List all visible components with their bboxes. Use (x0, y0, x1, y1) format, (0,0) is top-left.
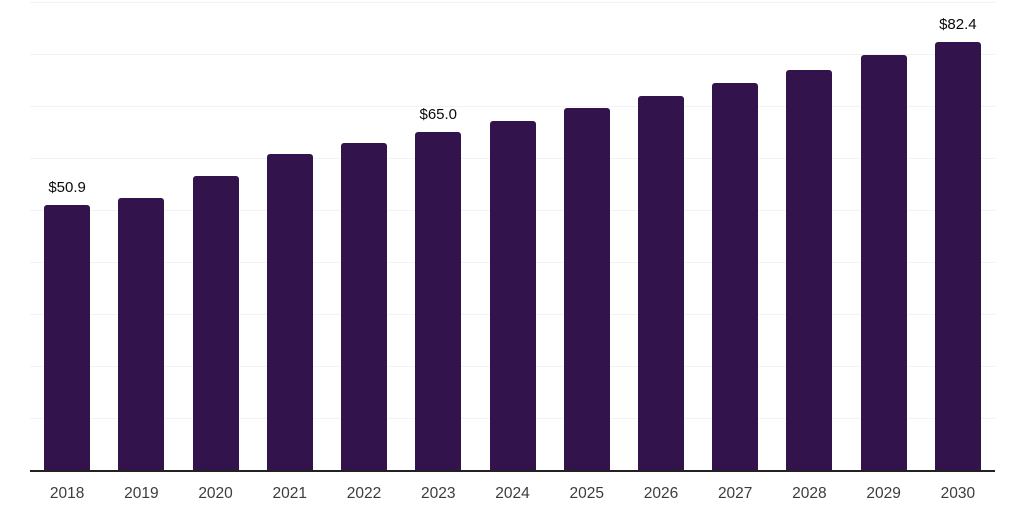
bar-2028 (786, 69, 833, 470)
x-tick-2030: 2030 (940, 485, 976, 502)
gridline-70 (30, 106, 995, 107)
gridline-90 (30, 2, 995, 3)
bar-2021 (266, 153, 313, 470)
x-tick-2020: 2020 (198, 485, 233, 502)
bar-2026 (637, 95, 684, 470)
x-axis-line (30, 470, 995, 472)
x-tick-2029: 2029 (866, 485, 901, 502)
x-tick-2024: 2024 (495, 485, 530, 502)
bar-2025 (563, 108, 610, 470)
x-tick-2023: 2023 (421, 485, 456, 502)
bar-2020 (192, 175, 239, 470)
value-label-2030: $82.4 (939, 15, 977, 33)
bar-2023 (415, 132, 462, 470)
x-tick-2018: 2018 (49, 485, 85, 502)
bar-2024 (489, 121, 536, 470)
value-label-2023: $65.0 (419, 106, 458, 123)
bar-2030 (934, 41, 981, 470)
bar-2027 (712, 83, 759, 470)
x-tick-2021: 2021 (272, 485, 308, 502)
x-tick-2027: 2027 (717, 485, 753, 502)
x-tick-2019: 2019 (124, 485, 159, 502)
bar-2019 (118, 198, 165, 470)
value-label-2018: $50.9 (48, 179, 86, 197)
x-tick-2022: 2022 (346, 485, 382, 502)
gridline-80 (30, 54, 995, 55)
x-tick-2025: 2025 (569, 485, 604, 502)
bar-2022 (341, 142, 388, 470)
x-tick-2026: 2026 (643, 485, 679, 502)
bar-2029 (860, 54, 907, 470)
bar-2018 (44, 205, 91, 470)
x-tick-2028: 2028 (792, 485, 827, 502)
